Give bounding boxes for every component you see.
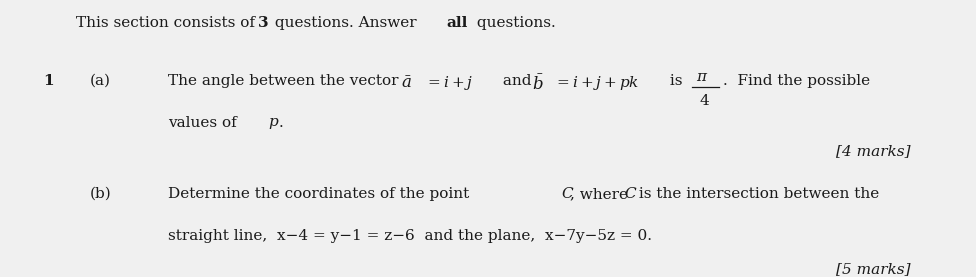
Text: .: .	[278, 116, 283, 130]
Text: [4 marks]: [4 marks]	[835, 144, 911, 158]
Text: $\bar{b}$: $\bar{b}$	[532, 74, 544, 94]
Text: straight line,  x−4 = y−1 = z−6  and the plane,  x−7y−5z = 0.: straight line, x−4 = y−1 = z−6 and the p…	[168, 229, 652, 243]
Text: 1: 1	[44, 74, 54, 88]
Text: $p$: $p$	[267, 116, 279, 131]
Text: values of: values of	[168, 116, 241, 130]
Text: [5 marks]: [5 marks]	[835, 263, 911, 276]
Text: $\bar{a}$: $\bar{a}$	[401, 74, 412, 92]
Text: 3: 3	[258, 16, 268, 30]
Text: is: is	[665, 74, 687, 88]
Text: The angle between the vector: The angle between the vector	[168, 74, 403, 88]
Text: questions.: questions.	[472, 16, 556, 30]
Text: is the intersection between the: is the intersection between the	[633, 187, 878, 201]
Text: $= i + j + pk$: $= i + j + pk$	[549, 74, 639, 92]
Text: and: and	[498, 74, 536, 88]
Text: .  Find the possible: . Find the possible	[723, 74, 870, 88]
Text: C: C	[562, 187, 573, 201]
Text: all: all	[446, 16, 468, 30]
Text: (b): (b)	[90, 187, 112, 201]
Text: Determine the coordinates of the point: Determine the coordinates of the point	[168, 187, 474, 201]
Text: $= i + j$: $= i + j$	[420, 74, 473, 92]
Text: This section consists of: This section consists of	[75, 16, 260, 30]
Text: C: C	[625, 187, 636, 201]
Text: , where: , where	[571, 187, 633, 201]
Text: $\pi$: $\pi$	[696, 69, 708, 84]
Text: (a): (a)	[90, 74, 111, 88]
Text: 4: 4	[700, 94, 710, 108]
Text: questions. Answer: questions. Answer	[269, 16, 422, 30]
